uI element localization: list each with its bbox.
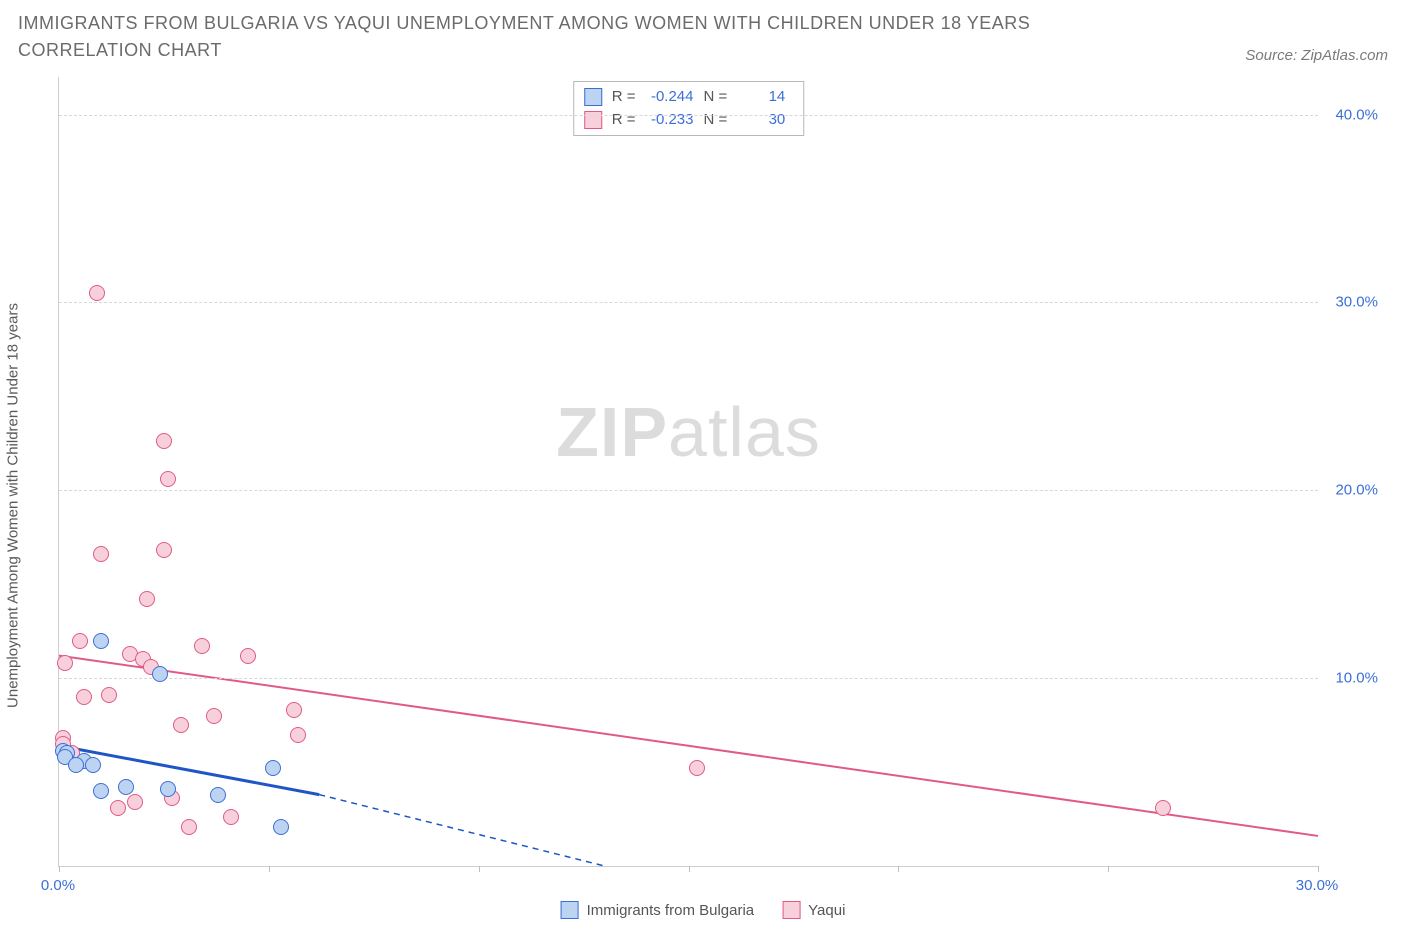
data-point: [265, 760, 281, 776]
chart-container: Unemployment Among Women with Children U…: [18, 72, 1388, 922]
data-point: [89, 285, 105, 301]
x-tick: [1318, 866, 1319, 872]
y-tick-label: 20.0%: [1335, 482, 1378, 499]
data-point: [181, 819, 197, 835]
data-point: [160, 471, 176, 487]
data-point: [152, 666, 168, 682]
data-point: [127, 794, 143, 810]
data-point: [118, 779, 134, 795]
data-point: [206, 708, 222, 724]
watermark-bold: ZIP: [556, 393, 668, 471]
gridline: [59, 678, 1318, 679]
data-point: [85, 757, 101, 773]
legend-swatch-icon: [561, 901, 579, 919]
data-point: [156, 433, 172, 449]
r-label: R =: [612, 86, 636, 109]
x-tick: [689, 866, 690, 872]
x-tick: [1108, 866, 1109, 872]
source-prefix: Source:: [1245, 47, 1301, 64]
plot-area: ZIPatlas R = -0.244 N = 14 R = -0.233 N …: [58, 77, 1318, 867]
legend-swatch-icon: [584, 111, 602, 129]
data-point: [93, 783, 109, 799]
data-point: [93, 633, 109, 649]
x-tick-label: 30.0%: [1296, 877, 1339, 894]
data-point: [210, 787, 226, 803]
stats-legend-row: R = -0.244 N = 14: [584, 86, 786, 109]
x-tick: [898, 866, 899, 872]
series-legend-item: Yaqui: [782, 901, 845, 919]
gridline: [59, 490, 1318, 491]
n-value: 30: [733, 109, 785, 132]
series-legend-label: Yaqui: [808, 902, 845, 919]
r-label: R =: [612, 109, 636, 132]
data-point: [689, 760, 705, 776]
data-point: [110, 800, 126, 816]
y-tick-label: 40.0%: [1335, 106, 1378, 123]
data-point: [57, 655, 73, 671]
data-point: [139, 591, 155, 607]
data-point: [173, 717, 189, 733]
chart-header: IMMIGRANTS FROM BULGARIA VS YAQUI UNEMPL…: [18, 10, 1388, 64]
y-tick-label: 10.0%: [1335, 670, 1378, 687]
source-name: ZipAtlas.com: [1301, 47, 1388, 64]
stats-legend-row: R = -0.233 N = 30: [584, 109, 786, 132]
n-value: 14: [733, 86, 785, 109]
data-point: [273, 819, 289, 835]
data-point: [223, 809, 239, 825]
y-axis-label: Unemployment Among Women with Children U…: [5, 303, 22, 708]
r-value: -0.244: [642, 86, 694, 109]
watermark: ZIPatlas: [556, 392, 821, 472]
data-point: [76, 689, 92, 705]
data-point: [290, 727, 306, 743]
r-value: -0.233: [642, 109, 694, 132]
series-legend-item: Immigrants from Bulgaria: [561, 901, 755, 919]
data-point: [93, 546, 109, 562]
trend-line: [319, 795, 604, 866]
series-legend: Immigrants from Bulgaria Yaqui: [561, 901, 846, 919]
n-label: N =: [704, 109, 728, 132]
trend-lines-layer: [59, 77, 1318, 866]
legend-swatch-icon: [782, 901, 800, 919]
x-tick: [59, 866, 60, 872]
data-point: [1155, 800, 1171, 816]
data-point: [156, 542, 172, 558]
y-tick-label: 30.0%: [1335, 294, 1378, 311]
trend-line: [59, 656, 1318, 836]
watermark-light: atlas: [668, 393, 821, 471]
source-attribution: Source: ZipAtlas.com: [1245, 47, 1388, 64]
data-point: [286, 702, 302, 718]
data-point: [240, 648, 256, 664]
data-point: [72, 633, 88, 649]
n-label: N =: [704, 86, 728, 109]
legend-swatch-icon: [584, 88, 602, 106]
x-tick: [269, 866, 270, 872]
stats-legend: R = -0.244 N = 14 R = -0.233 N = 30: [573, 81, 805, 136]
data-point: [194, 638, 210, 654]
data-point: [68, 757, 84, 773]
x-tick: [479, 866, 480, 872]
series-legend-label: Immigrants from Bulgaria: [587, 902, 755, 919]
gridline: [59, 302, 1318, 303]
data-point: [101, 687, 117, 703]
chart-title: IMMIGRANTS FROM BULGARIA VS YAQUI UNEMPL…: [18, 10, 1118, 64]
gridline: [59, 115, 1318, 116]
x-tick-label: 0.0%: [41, 877, 75, 894]
data-point: [160, 781, 176, 797]
